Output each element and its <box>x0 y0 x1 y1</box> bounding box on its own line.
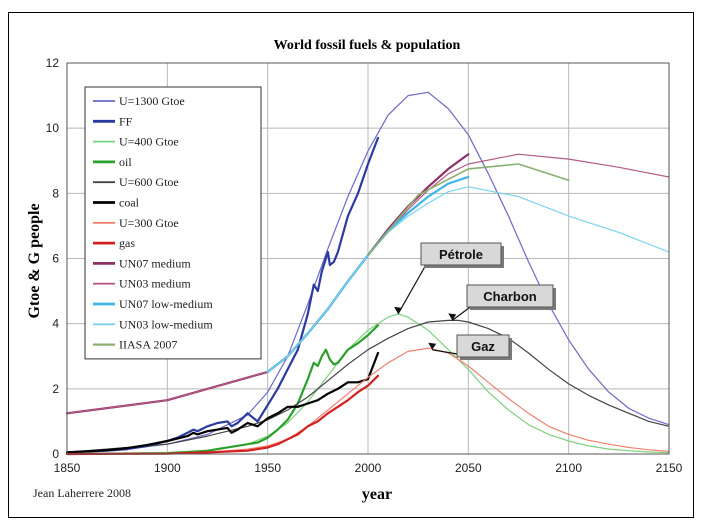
legend-entry: U=600 Gtoe <box>119 175 179 189</box>
x-tick-label: 2100 <box>555 461 582 475</box>
x-tick-label: 1900 <box>154 461 181 475</box>
series-line-4 <box>66 319 670 453</box>
callout-label: Charbon <box>483 289 537 304</box>
callout-label: Pétrole <box>439 247 483 262</box>
y-tick-label: 12 <box>46 56 60 70</box>
y-tick-label: 2 <box>52 382 59 396</box>
callout-box <box>466 284 554 308</box>
series-line-12 <box>367 163 570 256</box>
y-axis-label: Gtoe & G people <box>26 203 43 318</box>
callout-arrowhead <box>394 306 403 314</box>
y-tick-label: 0 <box>52 447 59 461</box>
callout-pointer <box>451 304 474 321</box>
y-tick-label: 4 <box>52 317 59 331</box>
legend: U=1300 Gtoe FF U=400 Gtoe oil U=600 Gtoe coal… <box>84 86 262 360</box>
x-tick-label: 2050 <box>455 461 482 475</box>
x-tick-label: 2000 <box>355 461 382 475</box>
x-axis-label: year <box>362 486 392 503</box>
callout-box <box>420 242 502 266</box>
series-lines <box>65 91 670 456</box>
credit-text: Jean Laherrere 2008 <box>33 486 131 500</box>
legend-entry: UN03 medium <box>119 277 191 291</box>
y-tick-label: 6 <box>52 252 59 266</box>
legend-entry: UN07 medium <box>119 256 191 270</box>
legend-entry: UN07 low-medium <box>119 297 213 311</box>
legend-entry: FF <box>119 114 133 128</box>
chart-svg: 1850 1900 1950 2000 2050 2100 2150 0 2 4 6 8 10 12 Wo… <box>26 38 683 503</box>
y-tick-label: 8 <box>52 186 59 200</box>
x-tick-label: 2150 <box>656 461 683 475</box>
series-line-5 <box>65 351 380 454</box>
callout-arrowhead <box>448 313 457 321</box>
series-line-0 <box>66 91 670 453</box>
legend-entry: U=400 Gtoe <box>119 135 179 149</box>
legend-entry: oil <box>119 155 132 169</box>
chart-title: World fossil fuels & population <box>274 38 461 53</box>
legend-entry: coal <box>119 196 140 210</box>
chart-frame: 1850 1900 1950 2000 2050 2100 2150 0 2 4 6 8 10 12 Wo… <box>8 12 694 518</box>
x-tick-label: 1850 <box>54 461 81 475</box>
plot-border <box>66 62 670 455</box>
legend-entry: IIASA 2007 <box>119 338 177 352</box>
legend-entry: gas <box>119 236 135 250</box>
callout-box <box>456 334 510 358</box>
callout-pointer <box>397 262 428 315</box>
series-line-3 <box>65 324 380 456</box>
legend-entry: UN03 low-medium <box>119 317 213 331</box>
series-line-7 <box>65 374 380 456</box>
y-tick-label: 10 <box>46 121 60 135</box>
callout-label: Gaz <box>471 339 495 354</box>
series-line-11 <box>267 186 670 373</box>
x-tick-label: 1950 <box>254 461 281 475</box>
callout-arrowhead <box>428 342 437 350</box>
callouts: Pétrole Charbon Gaz <box>394 242 556 360</box>
tick-labels: 1850 1900 1950 2000 2050 2100 2150 0 2 4 6 8 10 12 <box>46 56 683 475</box>
legend-entry: U=300 Gtoe <box>119 216 179 230</box>
series-line-1 <box>65 136 380 454</box>
series-line-6 <box>66 347 670 455</box>
legend-entry: U=1300 Gtoe <box>119 94 185 108</box>
